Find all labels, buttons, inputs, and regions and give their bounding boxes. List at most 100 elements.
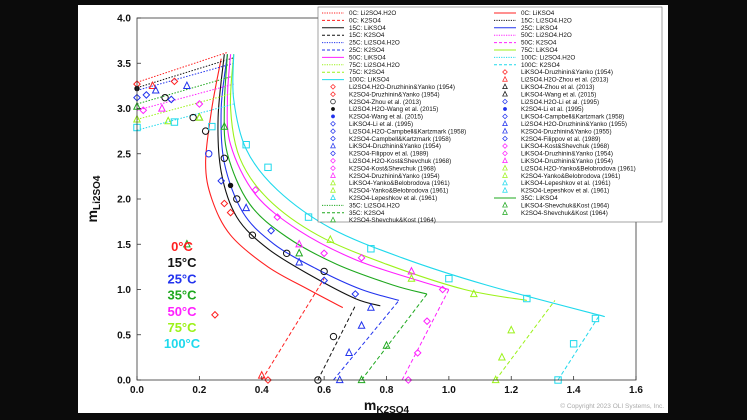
legend-entry-label: K2SO4-Filippov et al. (1989)	[521, 136, 600, 143]
legend-entry-label: 25C: K2SO4	[349, 47, 385, 54]
triangle-marker	[242, 203, 251, 212]
y-tick-label: 0.0	[117, 376, 131, 387]
triangle-marker	[357, 320, 366, 329]
x-tick-label: 1.2	[504, 385, 518, 396]
legend-entry-label: 50C: K2SO4	[521, 40, 557, 47]
legend-marker-swatch	[330, 128, 336, 135]
liks04-curve-15C	[217, 54, 381, 307]
legend-marker-swatch	[502, 127, 508, 134]
legend-entry-label: Li2SO4.H2O-Kost&Shevchuk (1968)	[349, 158, 451, 165]
y-axis-title: mLi2SO4	[84, 175, 103, 222]
diamond-marker	[170, 77, 179, 86]
legend-marker-swatch	[330, 194, 336, 201]
x-tick-label: 0.0	[130, 385, 144, 396]
liks04-curve-25C	[220, 54, 400, 301]
triangle-marker	[491, 375, 500, 384]
legend-entry-label: 0C: K2SO4	[349, 17, 381, 24]
y-tick-label: 4.0	[117, 14, 131, 25]
circle-marker	[283, 249, 291, 258]
legend-entry-label: Li2SO4.H2O-Druzhinin&Yanko (1954)	[349, 84, 455, 91]
legend-entry-label: 75C: Li2SO4.H2O	[349, 62, 400, 69]
dot-marker	[227, 182, 234, 189]
square-marker	[367, 245, 375, 253]
legend-entry-label: K2SO4-Li et al. (1995)	[521, 106, 584, 113]
triangle-marker	[497, 352, 506, 361]
diamond-marker	[351, 290, 360, 298]
triangle-marker	[469, 289, 478, 298]
legend-entry-label: LiKSO4-Shevchuk&Kost (1964)	[521, 202, 609, 209]
legend-entry-label: 0C: Li2SO4.H2O	[349, 10, 396, 17]
square-marker	[242, 141, 250, 149]
legend-marker-swatch	[502, 201, 508, 208]
legend-marker-swatch	[502, 209, 508, 215]
triangle-marker	[151, 85, 160, 94]
k2so4-line-15C	[317, 305, 356, 381]
legend-entry-label: 50C: LiKSO4	[349, 54, 386, 61]
legend-entry-label: 75C: K2SO4	[349, 69, 385, 76]
legend-entry-label: LiKSO4-Yanko&Belobrodova (1961)	[349, 180, 450, 187]
li2so4-h2o-line-35C	[136, 76, 231, 105]
circle-marker	[248, 231, 257, 239]
legend-entry-label: K2SO4-Lepeshkov et al. (1961)	[349, 195, 437, 202]
legend-marker-swatch	[330, 91, 336, 98]
legend-entry-label: Li2SO4.H2O-Zhou et al. (2013)	[521, 77, 609, 84]
legend-entry-label: K2SO4-Druzhinin&Yanko (1954)	[349, 173, 440, 180]
diamond-marker	[357, 253, 366, 262]
triangle-marker	[295, 257, 304, 266]
legend-entry-label: LiKSO4-Druzhinin&Yanko (1954)	[521, 158, 613, 165]
square-marker	[304, 213, 313, 221]
legend-marker-swatch	[330, 135, 336, 142]
liks04-curve-35C	[223, 54, 428, 295]
circle-marker	[329, 332, 338, 341]
circle-marker	[220, 154, 229, 162]
triangle-marker	[157, 103, 166, 112]
legend-marker-swatch	[331, 107, 335, 111]
legend-marker-swatch	[330, 186, 336, 193]
liks04-curve-75C	[229, 54, 527, 301]
legend-entry-label: Li2SO4.H2O-Druzhinin&Yanko (1955)	[521, 121, 627, 128]
legend-marker-swatch	[502, 186, 508, 193]
legend-entry-label: 100C: K2SO4	[521, 62, 560, 69]
temperature-label: 75°C	[167, 320, 197, 335]
diamond-marker	[139, 106, 148, 115]
legend-entry-label: K2SO4-Kost&Shevchuk (1968)	[349, 165, 436, 172]
square-marker	[445, 274, 453, 283]
legend-entry-label: Li2SO4.H2O-Li et al. (1995)	[521, 99, 599, 106]
legend-entry-label: 25C: LiKSO4	[521, 25, 558, 32]
legend-entry-label: 15C: Li2SO4.H2O	[521, 17, 572, 24]
legend-entry-label: LiKSO4-Druzhinin&Yanko (1954)	[521, 69, 613, 76]
square-marker	[170, 118, 179, 126]
legend-entry-label: Li2SO4.H2O-Campbell&Kartzmark (1958)	[349, 128, 466, 135]
diamond-marker	[142, 91, 151, 99]
diamond-marker	[264, 376, 272, 384]
legend-marker-swatch	[330, 157, 336, 164]
diamond-marker	[404, 376, 413, 384]
legend-entry-label: K2SO4-Shevchuk&Kost (1964)	[521, 210, 608, 217]
legend-marker-swatch	[330, 150, 336, 157]
legend-marker-swatch	[502, 69, 508, 75]
legend-entry-label: K2SO4-Lepeshkov et al. (1961)	[521, 188, 609, 195]
legend-marker-swatch	[330, 120, 336, 127]
legend-entry-label: LiKSO4-Kost&Shevchuk (1968)	[521, 143, 609, 150]
triangle-marker	[295, 248, 304, 257]
diamond-marker	[251, 186, 260, 194]
legend-marker-swatch	[502, 164, 508, 171]
circle-marker	[320, 267, 328, 276]
diamond-marker	[167, 95, 176, 104]
legend-entry-label: 0C: LiKSO4	[521, 10, 555, 17]
legend-entry-label: K2SO4-Yanko&Belobrodova (1961)	[349, 188, 448, 195]
triangle-marker	[345, 347, 354, 356]
circle-marker	[233, 195, 241, 203]
triangle-marker	[182, 80, 191, 89]
legend-marker-swatch	[502, 98, 508, 105]
x-tick-label: 1.6	[629, 385, 643, 396]
k2so4-line-35C	[361, 293, 428, 381]
square-marker	[591, 314, 600, 323]
temperature-label: 0°C	[171, 239, 193, 254]
y-tick-label: 2.5	[117, 149, 131, 160]
x-tick-label: 0.2	[192, 385, 206, 396]
circle-marker	[161, 93, 169, 102]
legend-entry-label: LiKSO4-Campbell&Kartzmark (1958)	[521, 114, 624, 121]
triangle-marker	[295, 239, 304, 248]
